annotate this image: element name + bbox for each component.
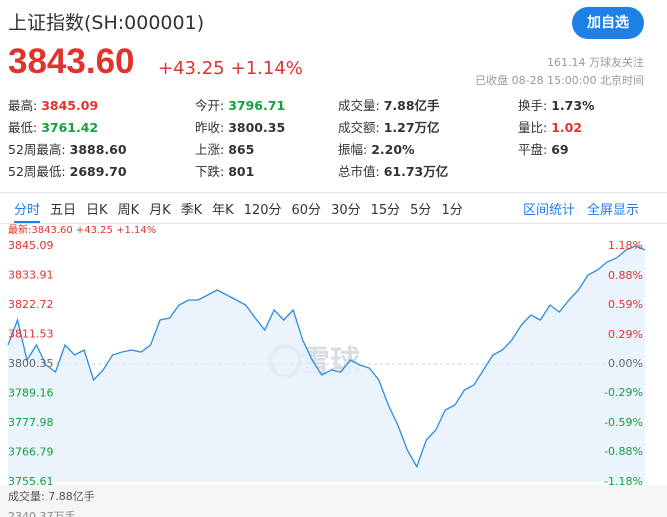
stat-value: 3800.35 [228, 120, 286, 135]
tab[interactable]: 分时 [14, 199, 41, 223]
y2-tick-label: -0.59% [604, 416, 643, 429]
stat-value: 3888.60 [69, 142, 127, 157]
tab[interactable]: 日K [86, 203, 108, 218]
tabs: 分时 五日 日K 周K 月K 季K 年K 120分 60分 30分 15分 5分 1分 全屏显示 区间统计 [0, 192, 667, 224]
stat-label: 总市值: [338, 164, 380, 179]
stat-value: 1.02 [551, 120, 583, 135]
y-tick-label: 3800.35 [8, 357, 54, 370]
stat-label: 最高: [8, 98, 38, 113]
stat-label: 52周最低: [8, 164, 66, 179]
stat-value: 3845.09 [41, 98, 99, 113]
stat: 最低: 3761.42 [8, 117, 195, 139]
stat: 量比: 1.02 [518, 117, 648, 139]
stat: 总市值: 61.73万亿 [338, 161, 518, 183]
stat-label: 振幅: [338, 142, 368, 157]
y2-tick-label: -0.29% [604, 386, 643, 399]
stat-label: 下跌: [195, 164, 225, 179]
y-tick-label: 3822.72 [8, 298, 54, 311]
status: 已收盘 08-28 15:00:00 北京时间 [475, 74, 644, 87]
y-tick-label: 3766.79 [8, 446, 54, 459]
tab[interactable]: 30分 [331, 203, 361, 218]
stat-value: 3796.71 [228, 98, 286, 113]
stat-value: 1.27万亿 [383, 120, 440, 135]
y-tick-label: 3789.16 [8, 387, 54, 400]
change: +43.25 +1.14% [158, 58, 309, 79]
y2-tick-label: -1.18% [604, 475, 643, 488]
tab[interactable]: 5分 [410, 203, 432, 218]
volume-tick: 2340.37万手 [8, 509, 76, 517]
stat-label: 今开: [195, 98, 225, 113]
stat-value: 2.20% [371, 142, 415, 157]
y-tick-label: 3833.91 [8, 268, 54, 281]
title: 上证指数(SH:000001) [8, 12, 205, 34]
stat-value: 2689.70 [69, 164, 127, 179]
stat: 上涨: 865 [195, 139, 338, 161]
stat-value: 61.73万亿 [383, 164, 449, 179]
y2-tick-label: 0.88% [608, 269, 643, 282]
stat: 成交量: 7.88亿手 [338, 95, 518, 117]
stat-label: 昨收: [195, 120, 225, 135]
tab[interactable]: 五日 [50, 203, 77, 218]
y-tick-label: 3777.98 [8, 416, 54, 429]
y2-tick-label: -0.88% [604, 445, 643, 458]
stat: 52周最高: 3888.60 [8, 139, 195, 161]
stat-label: 52周最高: [8, 142, 66, 157]
stat-label: 量比: [518, 120, 548, 135]
y2-tick-label: 0.00% [608, 357, 643, 370]
tab[interactable]: 月K [149, 203, 171, 218]
stat-value: 3761.42 [41, 120, 99, 135]
stat-value: 865 [228, 142, 255, 157]
price: 3843.60 [8, 42, 135, 81]
volume-panel [0, 485, 667, 517]
stat: 昨收: 3800.35 [195, 117, 338, 139]
price-area [8, 246, 645, 482]
add-watchlist-button[interactable]: 加自选 [572, 7, 644, 39]
stat-label: 平盘: [518, 142, 548, 157]
stat-value: 801 [228, 164, 255, 179]
y-tick-label: 3845.09 [8, 239, 54, 252]
tab[interactable]: 15分 [370, 203, 401, 218]
y2-tick-label: 0.29% [608, 328, 643, 341]
stat-label: 成交额: [338, 120, 380, 135]
followers: 161.14 万球友关注 [547, 56, 644, 69]
stat-value: 1.73% [551, 98, 595, 113]
stat-label: 最低: [8, 120, 38, 135]
stat: 平盘: 69 [518, 139, 648, 161]
stat: 今开: 3796.71 [195, 95, 338, 117]
stat-label: 换手: [518, 98, 548, 113]
stat-value: 69 [551, 142, 569, 157]
stat: 振幅: 2.20% [338, 139, 518, 161]
stat: 成交额: 1.27万亿 [338, 117, 518, 139]
tab[interactable]: 60分 [291, 203, 322, 218]
stats: 最高: 3845.09 今开: 3796.71 成交量: 7.88亿手 换手: 1.73% 最低… [8, 95, 648, 183]
change-value: +43.25 [158, 58, 225, 79]
stat-value: 7.88亿手 [383, 98, 440, 113]
chart-info: 最新:3843.60 +43.25 +1.14% [8, 223, 156, 236]
tool[interactable]: 全屏显示 [586, 203, 639, 218]
stat: 52周最低: 2689.70 [8, 161, 195, 183]
volume-label: 成交量: 7.88亿手 [8, 489, 95, 503]
stat-label: 上涨: [195, 142, 225, 157]
tab[interactable]: 周K [117, 203, 140, 218]
stat: 下跌: 801 [195, 161, 338, 183]
stat: 最高: 3845.09 [8, 95, 195, 117]
stat: 换手: 1.73% [518, 95, 648, 117]
tool[interactable]: 区间统计 [522, 203, 575, 218]
price-line [7, 245, 646, 469]
tab[interactable]: 120分 [243, 203, 282, 218]
stat-label: 成交量: [338, 98, 380, 113]
y-tick-label: 3811.53 [8, 328, 54, 341]
y2-tick-label: 0.59% [608, 298, 643, 311]
y2-tick-label: 1.18% [608, 239, 643, 252]
y-tick-label: 3755.61 [8, 475, 54, 488]
tab[interactable]: 1分 [441, 203, 463, 218]
change-pct: +1.14% [230, 58, 303, 79]
tab[interactable]: 年K [212, 203, 234, 218]
chart: 最新:3843.60 +43.25 +1.14%雪球3845.093833.91… [0, 223, 667, 517]
tab[interactable]: 季K [180, 203, 203, 218]
